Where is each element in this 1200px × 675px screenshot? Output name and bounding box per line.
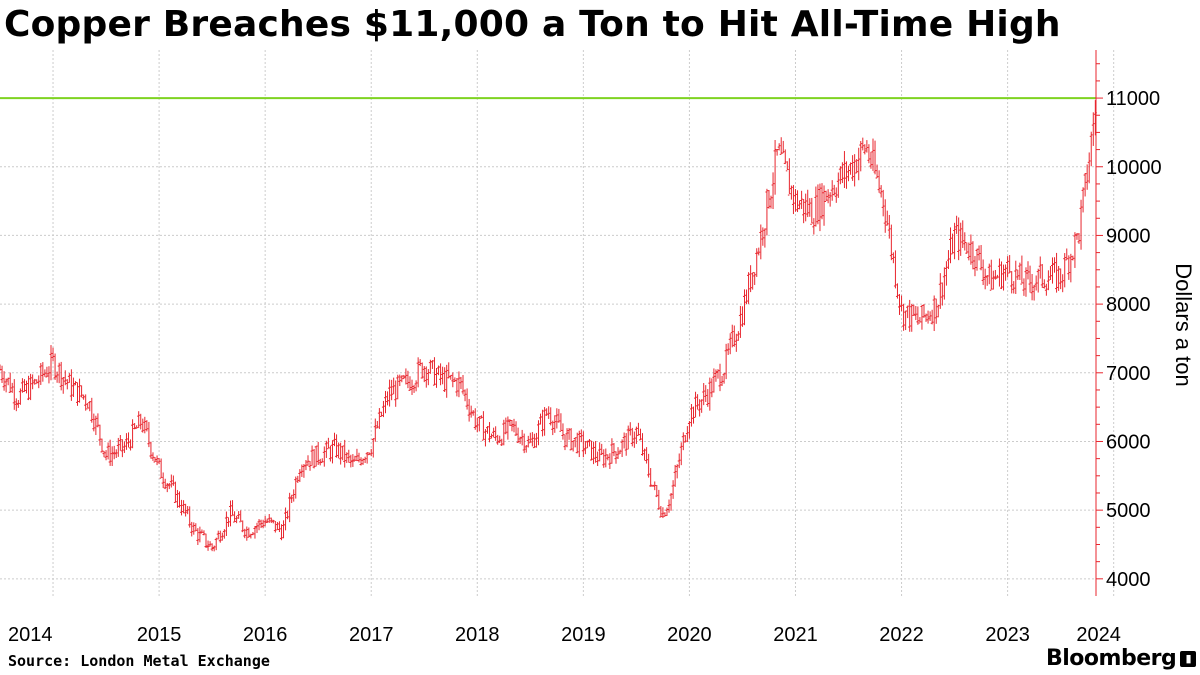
y-tick-label: 11000	[1106, 88, 1160, 110]
source-note: Source: London Metal Exchange	[8, 652, 270, 670]
x-tick-label: 2020	[667, 624, 712, 646]
y-tick-label: 8000	[1106, 294, 1151, 316]
bloomberg-logo: Bloomberg ▮	[1046, 646, 1197, 671]
y-tick-label: 10000	[1106, 157, 1162, 179]
x-tick-label: 2015	[137, 624, 182, 646]
x-tick-label: 2021	[773, 624, 818, 646]
x-tick-label: 2016	[243, 624, 288, 646]
y-tick-label: 7000	[1106, 363, 1151, 385]
x-tick-label: 2017	[349, 624, 394, 646]
x-tick-label: 2019	[561, 624, 606, 646]
grid	[0, 50, 1115, 596]
chart-title: Copper Breaches $11,000 a Ton to Hit All…	[4, 4, 1061, 45]
y-tick-label: 6000	[1106, 431, 1151, 453]
x-axis-ticks: 2014 2015 2016 2017 2018 2019 2020 2021 2022 2023…	[8, 624, 1121, 646]
x-tick-label: 2018	[455, 624, 500, 646]
y-tick-label: 4000	[1106, 569, 1151, 591]
x-tick-label: 2022	[879, 624, 924, 646]
y-axis-ticks: 4000 5000 6000 7000 8000 9000 10000 11000	[1096, 63, 1162, 591]
x-tick-label: 2023	[985, 624, 1030, 646]
price-series	[0, 100, 1097, 552]
y-axis-label: Dollars a ton	[1171, 263, 1196, 387]
brand-name: Bloomberg	[1046, 646, 1177, 671]
terminal-icon: ▮	[1180, 651, 1197, 667]
y-tick-label: 5000	[1106, 500, 1151, 522]
y-tick-label: 9000	[1106, 225, 1151, 247]
x-tick-label: 2024	[1076, 624, 1121, 646]
x-tick-label: 2014	[8, 624, 53, 646]
